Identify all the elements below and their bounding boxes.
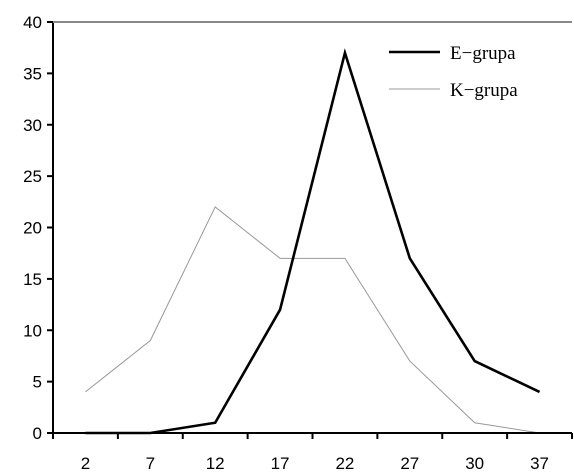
x-tick-label: 30	[465, 454, 484, 473]
legend-label-1: K−grupa	[450, 80, 518, 101]
x-axis-ticks: 2 7 12 17 22 27 30 37	[81, 433, 573, 473]
y-tick-label: 40	[23, 13, 42, 32]
y-tick-label: 35	[23, 64, 42, 83]
legend-label-0: E−grupa	[450, 43, 516, 64]
y-tick-label: 30	[23, 116, 42, 135]
y-axis-ticks: 0 5 10 15 20 25 30 35 40	[23, 13, 53, 443]
y-tick-label: 25	[23, 167, 42, 186]
x-tick-label: 17	[271, 454, 290, 473]
y-tick-label: 20	[23, 219, 42, 238]
x-tick-label: 22	[335, 454, 354, 473]
x-tick-label: 27	[400, 454, 419, 473]
legend: E−grupa K−grupa	[389, 43, 518, 101]
x-tick-label: 12	[206, 454, 225, 473]
series-line-1	[85, 206, 540, 434]
y-tick-label: 15	[23, 270, 42, 289]
y-tick-label: 10	[23, 321, 42, 340]
x-tick-label: 2	[81, 454, 90, 473]
series-line-0	[85, 48, 541, 435]
y-tick-label: 5	[33, 373, 42, 392]
x-tick-label: 7	[146, 454, 155, 473]
y-tick-label: 0	[33, 424, 42, 443]
series-layer	[85, 48, 541, 435]
x-tick-label: 37	[530, 454, 549, 473]
